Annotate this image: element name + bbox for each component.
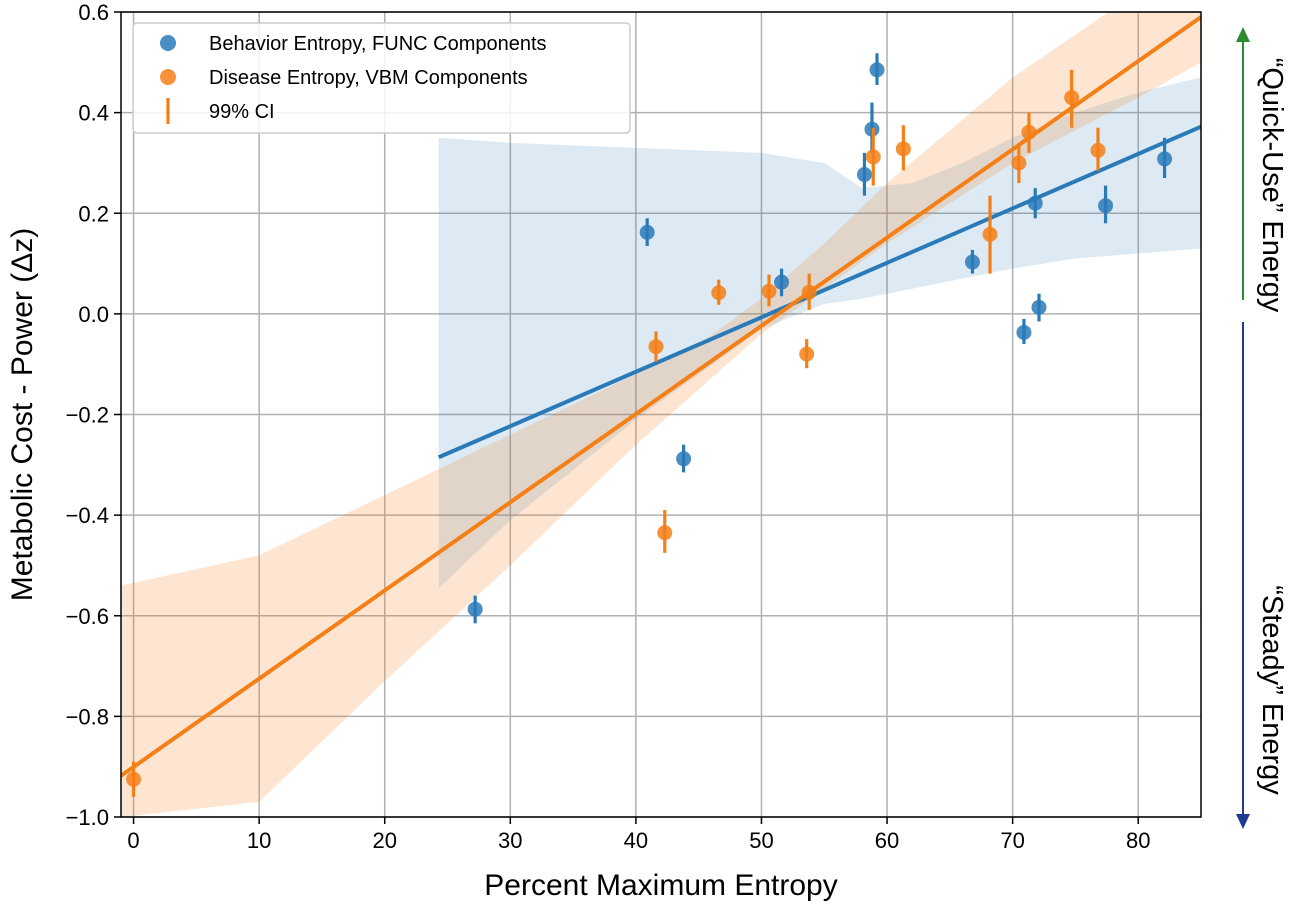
- confidence-band-1: [438, 77, 1201, 589]
- y-tick-label: 0.4: [78, 101, 109, 126]
- data-point: [1021, 124, 1037, 140]
- x-axis-label: Percent Maximum Entropy: [484, 869, 837, 902]
- x-tick-label: 70: [1000, 828, 1024, 853]
- data-point: [1031, 299, 1047, 315]
- x-tick-label: 80: [1126, 828, 1150, 853]
- energy-annotations: “Quick-Use” Energy “Steady” Energy: [1236, 27, 1288, 829]
- x-tick-label: 20: [372, 828, 396, 853]
- x-tick-label: 10: [247, 828, 271, 853]
- legend-frame: [132, 22, 631, 134]
- quick-use-energy-label: “Quick-Use” Energy: [1256, 58, 1288, 313]
- data-point: [964, 254, 980, 270]
- y-tick-label: −0.8: [66, 704, 109, 729]
- data-point: [982, 226, 998, 242]
- legend-label: Disease Entropy, VBM Components: [209, 67, 528, 89]
- x-tick-label: 50: [749, 828, 773, 853]
- regression-line-2: [121, 15, 1201, 778]
- y-tick-label: 0.2: [78, 201, 109, 226]
- legend: Behavior Entropy, FUNC Components Disease…: [132, 22, 631, 134]
- y-tick-label: −0.4: [66, 503, 109, 528]
- data-point: [801, 284, 817, 300]
- data-point: [1027, 195, 1043, 211]
- legend-marker: [160, 35, 176, 51]
- data-point: [761, 283, 777, 299]
- data-point: [126, 771, 142, 787]
- data-point: [1157, 151, 1173, 167]
- y-tick-label: −1.0: [66, 805, 109, 830]
- data-point: [1016, 324, 1032, 340]
- y-tick-label: −0.6: [66, 604, 109, 629]
- data-point: [657, 525, 673, 541]
- data-points: [126, 53, 1173, 797]
- y-tick-label: 0.6: [78, 0, 109, 25]
- y-axis-label: Metabolic Cost - Power (Δz): [6, 228, 39, 601]
- steady-arrow-head: [1236, 814, 1250, 829]
- regression-line-1: [437, 124, 1201, 460]
- data-point: [711, 285, 727, 301]
- data-point: [1064, 90, 1080, 106]
- legend-label: 99% CI: [209, 101, 275, 123]
- y-tick-label: −0.2: [66, 403, 109, 428]
- x-tick-label: 30: [498, 828, 522, 853]
- data-point: [676, 451, 692, 467]
- quick-use-arrow-head: [1236, 27, 1250, 42]
- steady-energy-label: “Steady” Energy: [1256, 585, 1288, 795]
- x-tick-label: 40: [624, 828, 648, 853]
- data-point: [1011, 155, 1027, 171]
- data-point: [1098, 198, 1114, 214]
- data-point: [799, 346, 815, 362]
- x-tick-label: 60: [875, 828, 899, 853]
- data-point: [1090, 142, 1106, 158]
- confidence-band-2: [121, 12, 1201, 817]
- data-point: [467, 601, 483, 617]
- data-point: [869, 62, 885, 78]
- legend-label: Behavior Entropy, FUNC Components: [209, 33, 547, 55]
- data-point: [639, 224, 655, 240]
- y-tick-label: 0.0: [78, 302, 109, 327]
- x-tick-label: 0: [127, 828, 139, 853]
- data-point: [648, 339, 664, 355]
- regression-lines: [121, 15, 1201, 778]
- data-point: [895, 141, 911, 157]
- confidence-bands: [121, 12, 1201, 817]
- data-point: [774, 274, 790, 290]
- axis-ticks: 0 10 20 30 40 50 60 70 80 −1.0 −0.8 −0.6 −0.4 −0.2 0.0…: [66, 0, 1151, 853]
- data-point: [865, 149, 881, 165]
- data-point: [856, 167, 872, 183]
- legend-marker: [160, 69, 176, 85]
